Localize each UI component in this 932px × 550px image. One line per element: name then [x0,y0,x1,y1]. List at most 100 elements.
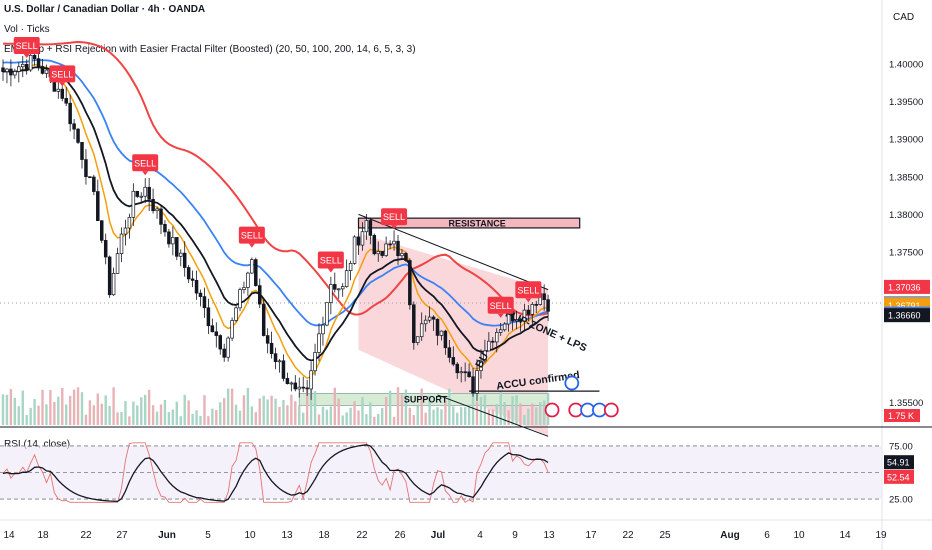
volume-bar [511,396,514,425]
volume-bar [286,405,289,425]
candle-body [463,371,467,374]
candle-body [147,186,151,200]
sell-signal-box [13,36,40,54]
candle-body [340,286,345,290]
candle-body [313,352,317,372]
volume-bar [388,390,392,425]
candle-body [337,288,341,291]
candle-body [60,88,64,99]
candle-body [317,333,321,353]
rsi-ma-line [2,444,549,503]
candle-body [408,260,412,306]
candle-body [483,350,487,362]
sell-signal-box [49,65,76,83]
volume-bar [539,402,542,425]
price-tag-label: 1.37036 [888,282,921,292]
candle-body [135,190,140,197]
sell-signal-box [132,154,159,172]
volume-bar [436,407,439,425]
volume-bar [144,394,147,425]
sell-signal-pointer [23,53,30,58]
candle-body [388,243,392,246]
volume-bar [132,401,135,425]
volume-bar [92,405,96,425]
volume-bar [416,405,419,425]
candle-body [431,316,436,320]
volume-bar [329,406,333,425]
volume-bar [254,412,257,425]
volume-bar [302,412,305,425]
candle-body [372,235,377,255]
candle-body [127,216,132,229]
volume-bar [163,399,167,425]
rsi-value-tag [884,455,914,470]
candle-body [151,198,155,212]
ema100-line [2,58,549,327]
volume-bar [321,406,325,425]
volume-bar [183,394,186,425]
candle-body [360,231,365,246]
volume-bar [17,406,20,425]
volume-bar [392,416,396,425]
volume-bar [400,394,404,425]
candle-body [202,296,207,309]
volume-bar [65,404,68,425]
time-tick-label: 25 [659,530,671,541]
volume-bar [483,394,487,425]
event-icon [564,375,580,391]
ema20-line [2,63,549,380]
candle-body [368,220,373,236]
volume-bar [456,412,459,425]
volume-tag-label: 1.75 K [888,411,914,421]
volume-bar [428,395,431,425]
rsi-value-label: 54.91 [887,458,910,468]
candle-body [412,304,416,343]
volume-bar [305,389,309,425]
volume-bar [373,416,376,425]
resistance-label: RESISTANCE [448,218,505,228]
volume-bar [519,403,522,425]
sell-signal-label: SELL [241,231,263,241]
candle-body [487,340,491,352]
candle-body [246,272,250,288]
rsi-tick-label: 75.00 [889,441,913,452]
volume-bar [361,397,364,425]
volume-bar [230,388,234,425]
candle-body [167,231,171,245]
candle-body [491,340,495,343]
sell-signal-pointer [391,225,398,230]
candle-body [28,54,33,71]
candle-body [344,270,349,287]
bearish-channel-zone [358,233,549,437]
volume-bar [223,398,226,425]
volume-bar [124,401,127,425]
candle-body [175,237,179,257]
volume-bar [258,398,261,425]
time-tick-label: Jul [431,530,446,541]
candle-body [281,360,286,379]
candle-body [1,67,5,72]
candle-body [289,382,294,385]
candle-body [234,307,238,321]
volume-bar [100,403,103,425]
volume-bar [25,414,28,425]
candle-body [427,316,432,321]
candle-body [64,98,68,104]
volume-bar [471,392,475,425]
currency-label: CAD [893,12,915,23]
volume-bar [242,395,246,425]
candle-body [261,303,266,336]
volume-bar [448,388,451,425]
symbol-title: U.S. Dollar / Canadian Dollar · 4h · OAN… [4,4,206,15]
candle-body [392,240,396,245]
volume-bar [211,408,214,425]
volume-bar [345,412,348,425]
volume-bar [68,395,72,425]
candle-body [293,382,298,390]
candle-body [333,284,337,290]
candle-body [115,253,120,274]
candle-body [123,227,128,235]
volume-bar [309,389,313,425]
